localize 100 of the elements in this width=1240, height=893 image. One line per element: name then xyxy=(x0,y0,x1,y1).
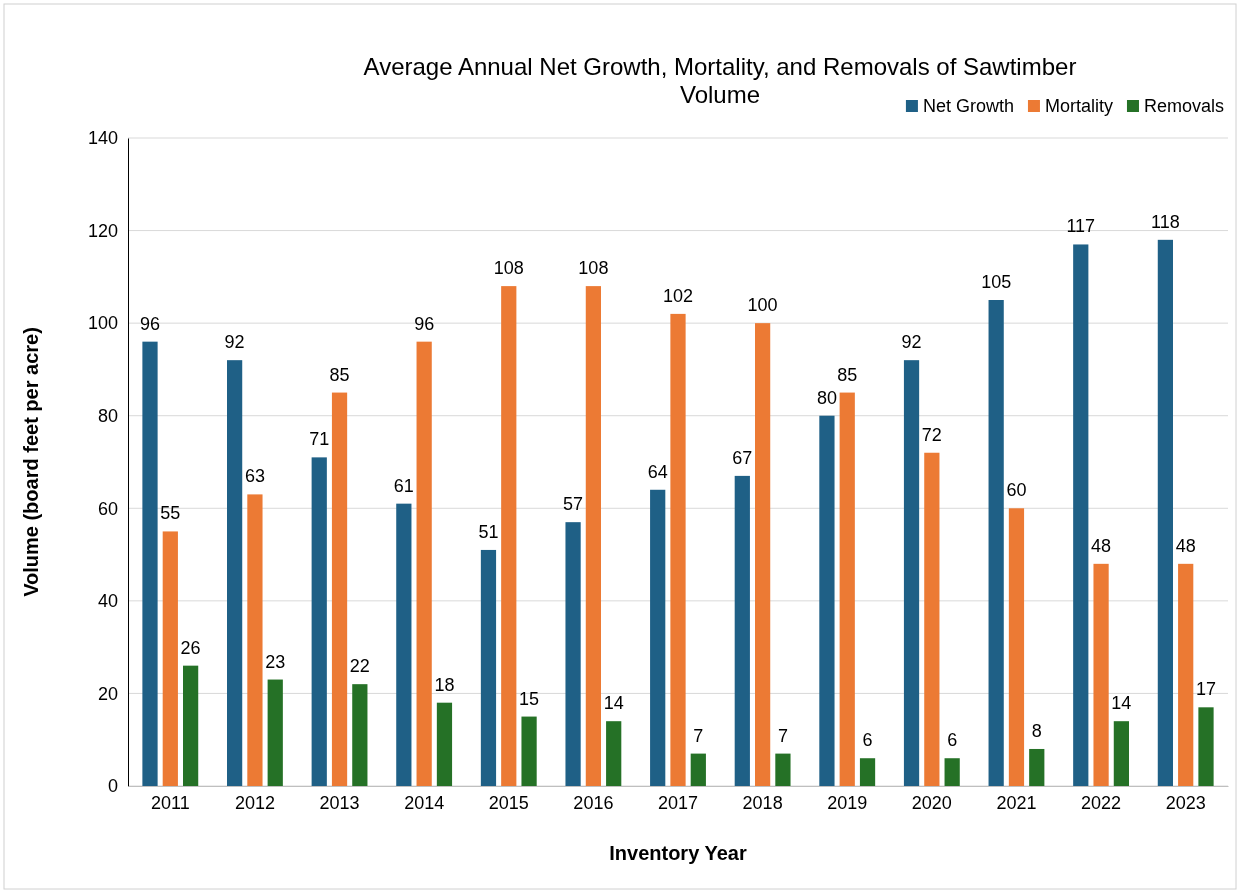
x-tick-label: 2017 xyxy=(657,792,699,813)
bar xyxy=(331,392,348,786)
legend-label: Mortality xyxy=(1044,96,1113,116)
bar xyxy=(924,452,940,786)
bar xyxy=(606,721,622,786)
bar xyxy=(819,415,835,786)
data-label: 118 xyxy=(1151,211,1180,232)
bar xyxy=(734,475,750,786)
data-label: 14 xyxy=(603,693,624,714)
data-label: 48 xyxy=(1175,535,1196,556)
y-tick-label: 80 xyxy=(97,405,118,426)
data-label: 63 xyxy=(244,466,265,487)
bar xyxy=(944,758,960,786)
bar xyxy=(859,758,876,786)
data-label: 61 xyxy=(393,475,414,496)
bar xyxy=(650,489,666,786)
data-label: 48 xyxy=(1091,535,1112,556)
x-tick-label: 2016 xyxy=(573,792,614,813)
data-label: 105 xyxy=(981,272,1012,292)
data-label: 85 xyxy=(837,364,858,385)
y-tick-label: 100 xyxy=(87,313,118,334)
bar xyxy=(903,360,920,786)
data-label: 15 xyxy=(519,688,540,709)
data-label: 60 xyxy=(1006,480,1027,501)
x-tick-label: 2020 xyxy=(911,792,952,813)
y-tick-label: 40 xyxy=(97,591,118,612)
data-label: 72 xyxy=(921,424,942,445)
bar xyxy=(227,360,243,786)
data-label: 7 xyxy=(693,725,704,746)
bar xyxy=(1157,239,1173,786)
bar xyxy=(755,323,771,786)
data-label: 7 xyxy=(777,725,788,746)
data-label: 18 xyxy=(434,674,455,695)
y-tick-label: 60 xyxy=(97,498,118,519)
bar xyxy=(311,457,327,786)
y-tick-label: 20 xyxy=(97,683,118,704)
data-label: 64 xyxy=(647,461,668,482)
bar xyxy=(988,300,1004,786)
x-tick-label: 2014 xyxy=(404,792,445,813)
bar xyxy=(670,313,686,786)
data-label: 80 xyxy=(816,387,837,408)
x-tick-label: 2011 xyxy=(150,792,190,813)
x-tick-label: 2019 xyxy=(827,792,868,813)
data-label: 71 xyxy=(309,429,330,450)
bar xyxy=(565,522,581,786)
data-label: 108 xyxy=(578,258,609,279)
bar xyxy=(396,503,412,786)
bar xyxy=(1008,508,1025,786)
bar xyxy=(521,716,537,786)
data-label: 85 xyxy=(329,364,350,385)
bar xyxy=(501,286,517,786)
bar xyxy=(1178,563,1194,786)
x-tick-label: 2013 xyxy=(319,792,360,813)
x-tick-label: 2015 xyxy=(488,792,529,813)
x-tick-label: 2012 xyxy=(234,792,275,813)
data-label: 23 xyxy=(265,651,286,672)
y-tick-label: 140 xyxy=(87,128,118,149)
bar xyxy=(480,549,497,786)
y-axis-title: Volume (board feet per acre) xyxy=(20,327,42,597)
x-tick-label: 2023 xyxy=(1165,792,1206,813)
legend-label: Removals xyxy=(1143,96,1224,116)
data-label: 67 xyxy=(732,447,753,468)
bar xyxy=(1093,563,1109,786)
x-tick-label: 2021 xyxy=(996,792,1037,813)
data-label: 55 xyxy=(160,503,181,524)
bar xyxy=(162,531,178,786)
data-label: 6 xyxy=(862,730,873,751)
data-label: 26 xyxy=(180,637,201,658)
data-label: 92 xyxy=(224,332,245,353)
bar xyxy=(352,684,368,786)
y-tick-label: 120 xyxy=(87,220,118,241)
bar xyxy=(183,665,199,786)
bar xyxy=(436,702,453,786)
bar xyxy=(775,753,791,786)
data-label: 96 xyxy=(414,313,435,334)
bar xyxy=(585,286,601,786)
data-label: 108 xyxy=(493,258,524,279)
data-label: 100 xyxy=(747,295,778,316)
data-label: 8 xyxy=(1031,720,1042,741)
data-label: 14 xyxy=(1111,693,1132,714)
y-tick-label: 0 xyxy=(107,776,118,797)
bar xyxy=(1029,748,1045,786)
x-tick-label: 2022 xyxy=(1081,792,1122,813)
data-label: 51 xyxy=(478,521,499,542)
data-label: 17 xyxy=(1195,679,1217,700)
bar xyxy=(267,679,283,786)
legend-label: Net Growth xyxy=(922,96,1014,116)
data-label: 117 xyxy=(1066,216,1096,237)
data-label: 6 xyxy=(947,730,958,751)
bar xyxy=(839,392,855,786)
x-axis-title: Inventory Year xyxy=(609,842,747,864)
x-tick-label: 2018 xyxy=(742,792,783,813)
data-label: 96 xyxy=(139,313,161,334)
bar xyxy=(1198,707,1214,786)
bar xyxy=(416,341,432,786)
data-label: 92 xyxy=(901,332,922,353)
bar xyxy=(247,494,263,786)
data-label: 102 xyxy=(662,285,694,306)
bar xyxy=(142,341,158,786)
bar xyxy=(1113,721,1129,786)
